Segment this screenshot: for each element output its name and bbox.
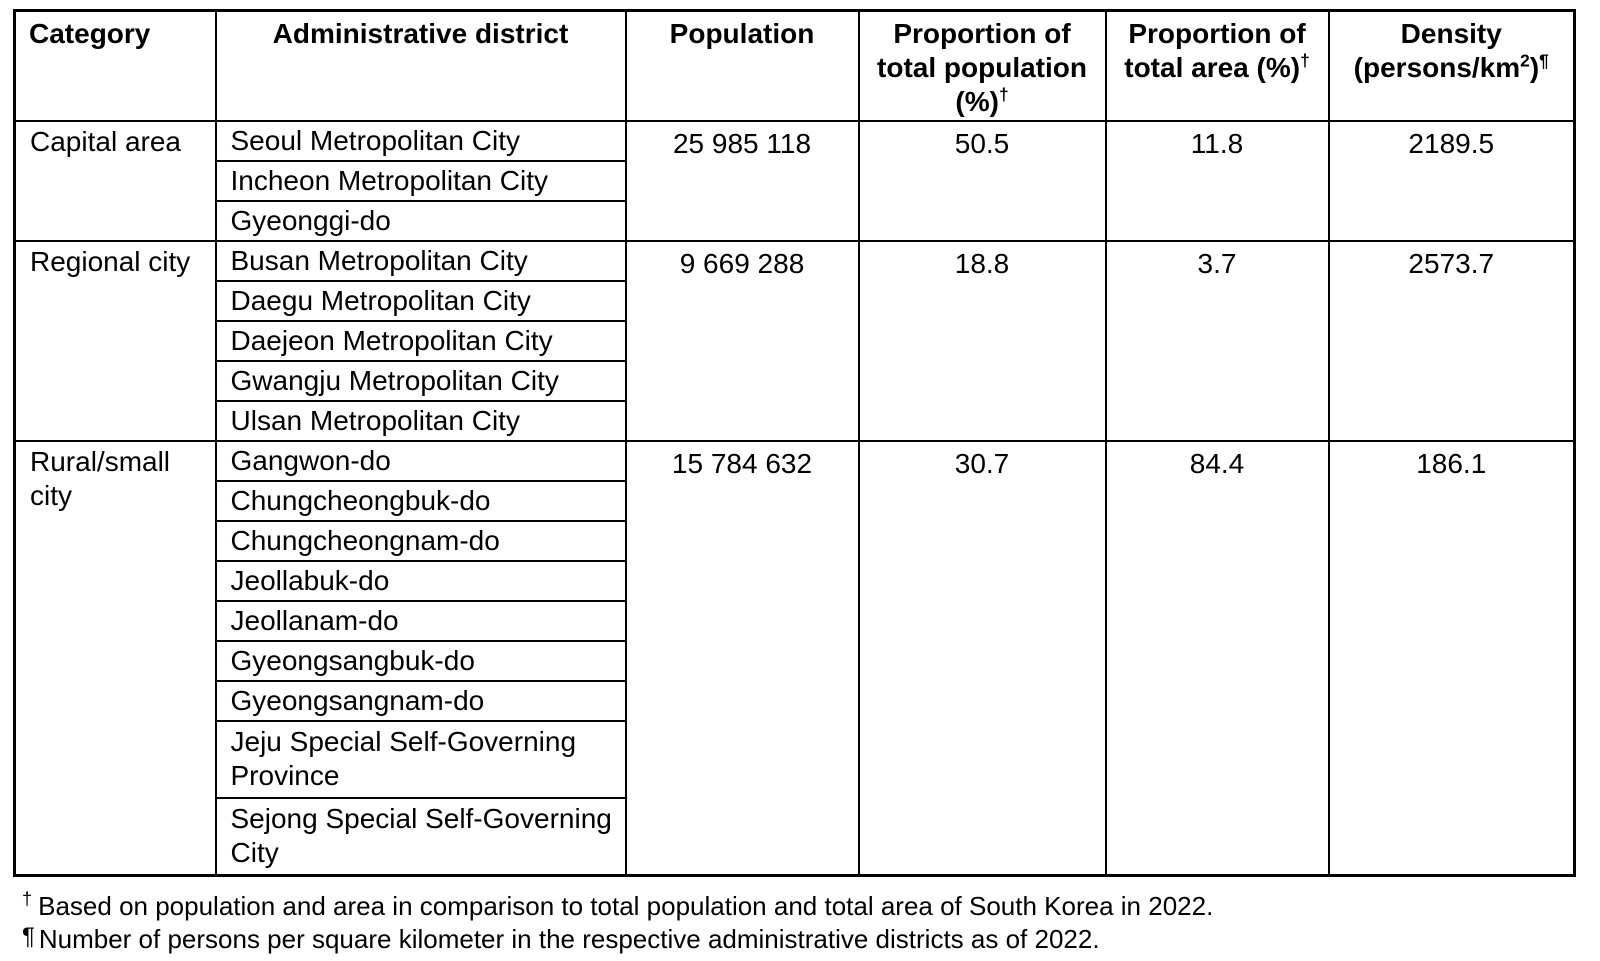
table-header: Category Administrative district Populat…	[13, 9, 1576, 122]
district-cell: Jeollabuk-do	[214, 559, 627, 602]
table-row: Chungcheongnam-do	[15, 519, 1575, 562]
header-label: Proportion of	[893, 18, 1071, 49]
district-cell: Jeju Special Self-Governing Province	[214, 719, 627, 799]
prop-population-cell: 30.7	[857, 439, 1107, 876]
table-row: Gyeongsangnam-do	[15, 679, 1575, 722]
exponent-mark: 2	[1520, 50, 1530, 71]
district-cell: Sejong Special Self-Governing City	[214, 796, 627, 876]
table-row: Chungcheongbuk-do	[15, 479, 1575, 522]
col-header-prop-population: Proportion of total population (%)†	[857, 9, 1107, 122]
district-cell: Gangwon-do	[214, 439, 627, 482]
footnote-pilcrow: ¶ Number of persons per square kilometer …	[22, 923, 1600, 956]
population-cell: 25 985 118	[624, 119, 860, 242]
col-header-prop-area: Proportion of total area (%)†	[1104, 9, 1330, 122]
header-label: Administrative district	[272, 18, 569, 49]
header-label: (%)	[955, 86, 999, 117]
header-label: )	[1529, 52, 1540, 83]
density-cell: 186.1	[1327, 439, 1576, 876]
col-header-population: Population	[624, 9, 860, 122]
category-cell: Regional city	[13, 239, 217, 442]
table-row: Ulsan Metropolitan City	[15, 399, 1575, 442]
prop-area-cell: 84.4	[1104, 439, 1330, 876]
col-header-category: Category	[13, 9, 217, 122]
category-cell: Capital area	[13, 119, 217, 242]
footnote-dagger: † Based on population and area in compari…	[22, 890, 1600, 923]
district-cell: Gwangju Metropolitan City	[214, 359, 627, 402]
table-row: Gwangju Metropolitan City	[15, 359, 1575, 402]
table-row: Regional city Busan Metropolitan City 9 …	[13, 239, 1576, 442]
district-cell: Busan Metropolitan City	[214, 239, 627, 282]
header-label: Density	[1400, 18, 1502, 49]
district-cell: Seoul Metropolitan City	[214, 119, 627, 162]
table-row: Rural/small city Gangwon-do 15 784 632 3…	[13, 439, 1576, 876]
table-row: Jeollanam-do	[15, 599, 1575, 642]
district-cell: Chungcheongbuk-do	[214, 479, 627, 522]
district-cell: Ulsan Metropolitan City	[214, 399, 627, 442]
dagger-mark: †	[1300, 50, 1310, 71]
pilcrow-mark: ¶	[1539, 50, 1549, 71]
district-cell: Daejeon Metropolitan City	[214, 319, 627, 362]
col-header-density: Density (persons/km2)¶	[1327, 9, 1576, 122]
footnote-text: Number of persons per square kilometer i…	[38, 923, 1100, 954]
table-row: Incheon Metropolitan City	[15, 159, 1575, 202]
prop-population-cell: 50.5	[857, 119, 1107, 242]
table-row: Capital area Seoul Metropolitan City 25 …	[13, 119, 1576, 242]
district-cell: Gyeongsangnam-do	[214, 679, 627, 722]
table-body: Capital area Seoul Metropolitan City 25 …	[13, 119, 1576, 876]
district-cell: Daegu Metropolitan City	[214, 279, 627, 322]
header-row: Category Administrative district Populat…	[13, 9, 1576, 122]
header-label: Population	[669, 18, 815, 49]
table-row: Daejeon Metropolitan City	[15, 319, 1575, 362]
header-label: (persons/km	[1353, 52, 1521, 83]
header-label: Category	[29, 18, 151, 49]
table-row: Jeollabuk-do	[15, 559, 1575, 602]
district-cell: Jeollanam-do	[214, 599, 627, 642]
footnote-text: Based on population and area in comparis…	[38, 890, 1214, 921]
density-cell: 2573.7	[1327, 239, 1576, 442]
population-cell: 15 784 632	[624, 439, 860, 876]
table-row: Daegu Metropolitan City	[15, 279, 1575, 322]
density-cell: 2189.5	[1327, 119, 1576, 242]
prop-area-cell: 11.8	[1104, 119, 1330, 242]
district-cell: Chungcheongnam-do	[214, 519, 627, 562]
population-cell: 9 669 288	[624, 239, 860, 442]
header-label: total area (%)	[1124, 52, 1301, 83]
table-row: Sejong Special Self-Governing City	[15, 796, 1575, 876]
footnotes: † Based on population and area in compari…	[22, 890, 1600, 956]
district-cell: Incheon Metropolitan City	[214, 159, 627, 202]
table-row: Jeju Special Self-Governing Province	[15, 719, 1575, 799]
dagger-mark: †	[22, 888, 33, 909]
population-density-table: Category Administrative district Populat…	[13, 9, 1576, 877]
table-row: Gyeonggi-do	[15, 199, 1575, 242]
col-header-district: Administrative district	[214, 9, 627, 122]
prop-population-cell: 18.8	[857, 239, 1107, 442]
dagger-mark: †	[998, 84, 1009, 105]
category-cell: Rural/small city	[13, 439, 217, 876]
prop-area-cell: 3.7	[1104, 239, 1330, 442]
header-label: Proportion of	[1128, 18, 1306, 49]
district-cell: Gyeongsangbuk-do	[214, 639, 627, 682]
district-cell: Gyeonggi-do	[214, 199, 627, 242]
table-row: Gyeongsangbuk-do	[15, 639, 1575, 682]
header-label: total population	[877, 52, 1087, 83]
pilcrow-mark: ¶	[22, 922, 35, 950]
